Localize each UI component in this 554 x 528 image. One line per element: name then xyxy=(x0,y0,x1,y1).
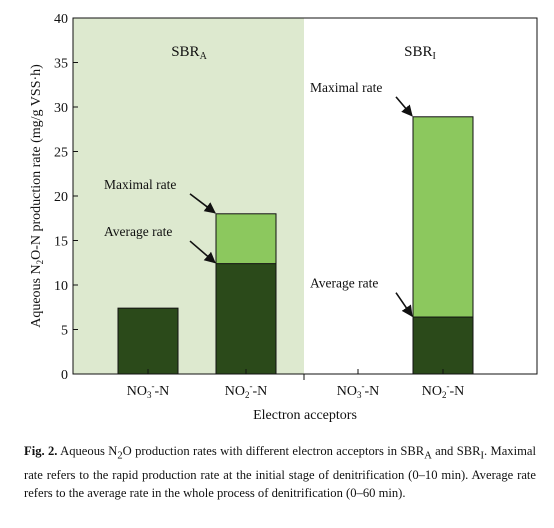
annotation-arrow-0 xyxy=(189,193,216,214)
caption-lead: Fig. 2. xyxy=(24,444,58,458)
x-tick-label-2: NO3--N xyxy=(337,381,380,400)
y-axis-label-post: O-N production rate (mg/g VSS·h) xyxy=(29,64,44,260)
annotation-arrow-1 xyxy=(189,240,216,264)
panel-label-sbr-a: SBRA xyxy=(171,44,207,62)
annotation-label-0: Maximal rate xyxy=(104,177,176,192)
caption-sub-1: 2 xyxy=(117,450,123,462)
panel-label-sbr-i-main: SBR xyxy=(404,44,432,60)
panel-label-sbr-a-main: SBR xyxy=(171,44,199,60)
bar-average-rate-3 xyxy=(412,316,474,375)
bars-group xyxy=(117,116,474,375)
y-tick-label-0: 0 xyxy=(61,368,68,383)
panel-label-sbr-a-sub: A xyxy=(200,51,208,62)
caption-text-3: and SBR xyxy=(431,444,481,458)
y-tick-label-8: 40 xyxy=(54,12,68,27)
y-axis-label-sub: 2 xyxy=(35,260,45,265)
x-tick-label-1: NO2--N xyxy=(225,381,268,400)
y-tick-label-6: 30 xyxy=(54,101,68,116)
x-axis-label: Electron acceptors xyxy=(253,408,357,423)
figure-caption: Fig. 2. Aqueous N2O production rates wit… xyxy=(24,442,536,502)
y-tick-label-2: 10 xyxy=(54,279,68,294)
caption-text-2: O production rates with different electr… xyxy=(122,444,425,458)
y-tick-label-3: 15 xyxy=(54,235,68,250)
annotation-label-3: Average rate xyxy=(310,276,378,291)
annotations-group: Maximal rate Average rate Maximal rate Aver… xyxy=(104,80,413,317)
panel-label-sbr-i-sub: I xyxy=(433,51,436,62)
y-tick-label-4: 20 xyxy=(54,190,68,205)
y-axis: 0 5 10 15 20 25 30 35 40 xyxy=(54,12,78,383)
caption-sub-2: A xyxy=(424,450,432,462)
bar-average-rate-0 xyxy=(117,307,179,375)
y-axis-label: Aqueous N2O-N production rate (mg/g VSS·… xyxy=(29,64,45,328)
x-tick-label-0: NO3--N xyxy=(127,381,170,400)
annotation-arrow-3 xyxy=(395,292,413,317)
annotation-label-2: Maximal rate xyxy=(310,80,382,95)
caption-text-4: . Maximal rate refers to the rapid produ… xyxy=(24,444,536,500)
caption-text-1: Aqueous N xyxy=(57,444,118,458)
panel-label-sbr-i: SBRI xyxy=(404,44,436,62)
y-tick-label-1: 5 xyxy=(61,324,68,339)
annotation-arrow-2 xyxy=(395,96,413,117)
y-tick-label-7: 35 xyxy=(54,57,68,72)
y-tick-label-5: 25 xyxy=(54,146,68,161)
x-axis: NO3--N NO2--N NO3--N NO2--N xyxy=(127,369,465,400)
bar-average-rate-1 xyxy=(215,263,277,375)
x-tick-label-3: NO2--N xyxy=(422,381,465,400)
annotation-label-1: Average rate xyxy=(104,224,172,239)
bar-chart: Maximal rate Average rate Maximal rate Aver… xyxy=(29,12,538,423)
caption-sub-3: I xyxy=(480,450,485,462)
y-axis-label-pre: Aqueous N xyxy=(29,264,44,327)
